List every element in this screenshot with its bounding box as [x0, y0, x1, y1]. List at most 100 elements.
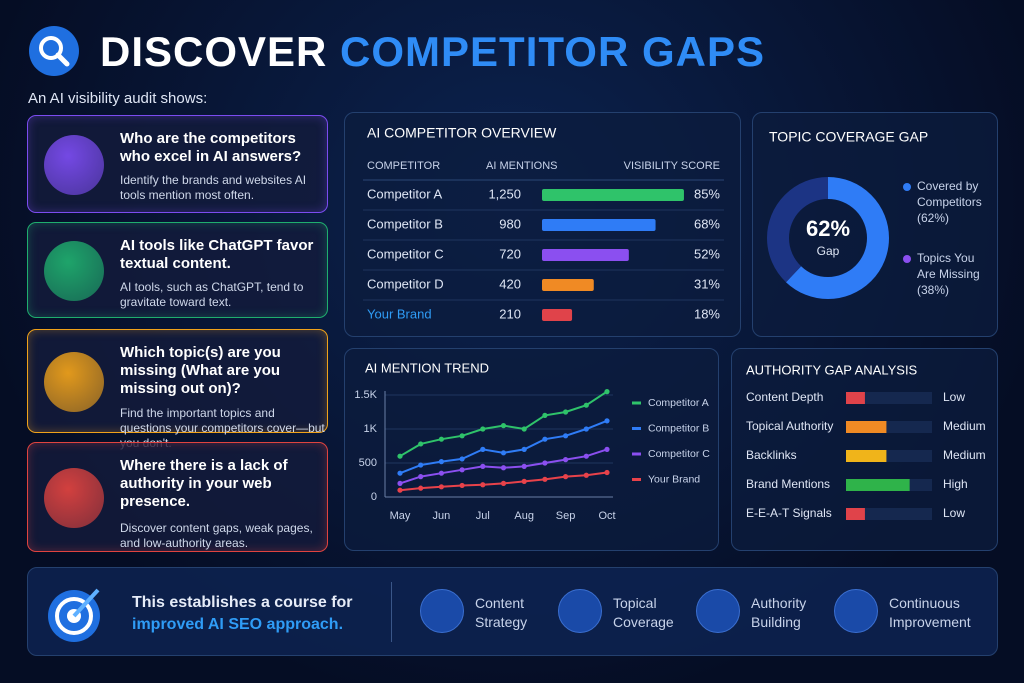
- point: [604, 389, 610, 395]
- card-text: Discover content gaps, weak pages, and l…: [120, 521, 313, 550]
- bar: [846, 392, 865, 404]
- card-icon: [44, 468, 104, 528]
- card-text: AI tools, such as ChatGPT, tend to gravi…: [120, 280, 304, 309]
- point: [583, 453, 589, 459]
- center-value: 62%: [806, 216, 850, 241]
- point: [542, 476, 548, 482]
- coverage-panel: TOPIC COVERAGE GAP Covered by Competitors (…: [752, 112, 998, 337]
- overview-chart: AI COMPETITOR OVERVIEW COMPETITOR AI MENTI…: [363, 125, 724, 321]
- score-bar: [542, 309, 573, 321]
- mentions: 420: [499, 276, 521, 291]
- column-header: VISIBILITY SCORE: [624, 160, 720, 172]
- point: [438, 459, 444, 465]
- point: [480, 463, 486, 469]
- footer-item: Content Strategy: [475, 595, 528, 630]
- mentions: 720: [499, 246, 521, 261]
- card-text: Find the important topics and questions …: [120, 406, 325, 450]
- card-title: Who are the competitors who excel in AI …: [120, 130, 302, 165]
- point: [397, 470, 403, 476]
- card: AI tools like ChatGPT favor textual cont…: [27, 222, 328, 318]
- card: Where there is a lack of authority in yo…: [27, 442, 328, 552]
- subtitle: An AI visibility audit shows:: [28, 90, 208, 107]
- score-bar: [542, 189, 684, 201]
- legend-text: Your Brand: [648, 473, 700, 485]
- footer-icon: [696, 589, 740, 633]
- legend-dot: [903, 255, 911, 263]
- legend-value: (62%): [917, 211, 949, 225]
- footer-icon: [558, 589, 602, 633]
- footer-item: Topical Coverage: [613, 595, 674, 630]
- point: [500, 450, 507, 456]
- score-bar: [542, 249, 629, 261]
- panel-title: AUTHORITY GAP ANALYSIS: [746, 362, 918, 377]
- legend-text: Competitor A: [648, 397, 709, 409]
- legend-dot: [903, 183, 911, 191]
- row-name: Competitor D: [367, 276, 444, 291]
- donut-segment: [767, 177, 889, 299]
- point: [583, 426, 589, 432]
- y-tick-label: 1K: [364, 423, 378, 435]
- divider: [391, 582, 392, 642]
- row-name: Your Brand: [367, 306, 432, 321]
- point: [459, 482, 465, 489]
- x-tick-label: Sep: [556, 510, 576, 522]
- point: [418, 441, 424, 447]
- search-icon: [29, 26, 79, 76]
- level-label: High: [943, 477, 968, 491]
- point: [438, 484, 444, 490]
- point: [521, 446, 527, 452]
- point: [500, 480, 507, 486]
- level-label: Low: [943, 506, 965, 520]
- point: [480, 426, 486, 432]
- score-label: 52%: [694, 246, 720, 261]
- footer-line2: improved AI SEO approach.: [132, 616, 344, 633]
- point: [418, 474, 424, 480]
- point: [418, 462, 424, 468]
- row-name: Backlinks: [746, 448, 797, 462]
- card-icon: [44, 241, 104, 301]
- point: [521, 426, 527, 432]
- point: [563, 409, 569, 415]
- y-tick-label: 500: [359, 457, 377, 469]
- point: [583, 472, 589, 478]
- point: [500, 465, 507, 471]
- bar: [846, 479, 910, 491]
- point: [604, 446, 610, 452]
- point: [563, 474, 569, 480]
- row-name: Competitor C: [367, 246, 444, 261]
- authority-panel: AUTHORITY GAP ANALYSIS Content Depth Low To…: [731, 348, 998, 551]
- bar: [846, 421, 887, 433]
- point: [438, 436, 444, 442]
- mentions: 980: [499, 216, 521, 231]
- point: [583, 402, 589, 408]
- authority-chart: AUTHORITY GAP ANALYSIS Content Depth Low To…: [746, 362, 986, 520]
- point: [459, 456, 465, 462]
- point: [397, 453, 403, 459]
- score-label: 31%: [694, 276, 720, 291]
- bar: [846, 450, 887, 462]
- legend-text: Competitor C: [648, 448, 710, 460]
- x-tick-label: Jun: [433, 510, 451, 522]
- x-tick-label: Jul: [476, 510, 490, 522]
- coverage-chart: TOPIC COVERAGE GAP Covered by Competitors (…: [767, 129, 982, 299]
- title: DISCOVER COMPETITOR GAPS: [100, 28, 765, 76]
- card-icon: [44, 352, 104, 412]
- legend-text: Competitor B: [648, 422, 709, 434]
- legend-value: (38%): [917, 283, 949, 297]
- score-bar: [542, 279, 594, 291]
- point: [480, 446, 486, 452]
- title-b: COMPETITOR GAPS: [340, 28, 765, 75]
- card-icon: [44, 135, 104, 195]
- point: [459, 467, 465, 473]
- footer-item: Continuous Improvement: [889, 595, 971, 630]
- point: [563, 433, 569, 439]
- legend-text: Topics You Are Missing: [917, 251, 980, 281]
- footer-icon: [834, 589, 878, 633]
- point: [500, 423, 507, 429]
- target-icon: [48, 588, 100, 642]
- row-name: E-E-A-T Signals: [746, 506, 832, 520]
- footer: This establishes a course for improved AI…: [27, 567, 998, 656]
- bar: [846, 508, 865, 520]
- x-tick-label: Aug: [514, 510, 534, 522]
